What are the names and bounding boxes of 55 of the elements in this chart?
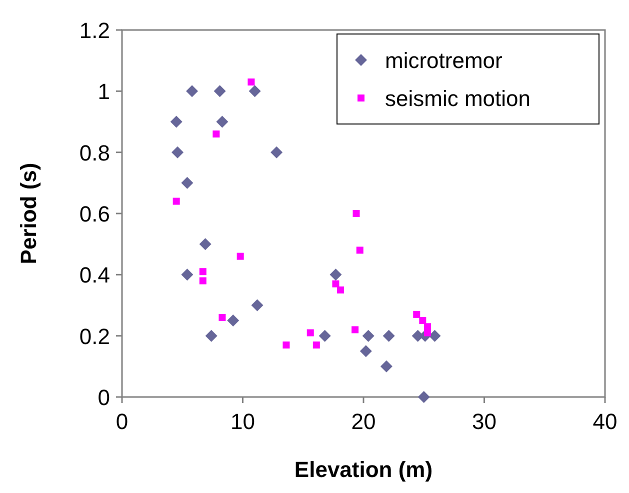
point bbox=[172, 198, 180, 205]
y-tick-label: 0.2 bbox=[79, 324, 110, 349]
y-tick-label: 0.8 bbox=[79, 140, 110, 166]
point bbox=[170, 116, 182, 128]
point bbox=[428, 330, 441, 342]
y-tick-label: 1 bbox=[98, 79, 110, 104]
point bbox=[181, 268, 194, 281]
point bbox=[199, 238, 212, 250]
point bbox=[181, 176, 194, 189]
point bbox=[318, 330, 331, 342]
point bbox=[380, 360, 392, 372]
y-axis-title: Period (s) bbox=[16, 162, 41, 264]
point bbox=[251, 299, 264, 312]
y-tick-label: 1.2 bbox=[79, 18, 110, 43]
point bbox=[199, 268, 206, 276]
point bbox=[270, 146, 283, 158]
point bbox=[248, 85, 261, 98]
point bbox=[214, 85, 226, 98]
point bbox=[199, 277, 206, 284]
point bbox=[172, 146, 184, 158]
point bbox=[424, 323, 431, 330]
point bbox=[419, 317, 426, 324]
point bbox=[218, 314, 226, 321]
point bbox=[312, 342, 320, 349]
point bbox=[282, 342, 290, 349]
x-axis-title: Elevation (m) bbox=[294, 457, 433, 482]
point bbox=[356, 246, 364, 254]
point bbox=[332, 280, 340, 288]
point bbox=[352, 210, 360, 217]
point bbox=[360, 345, 372, 358]
point bbox=[186, 85, 198, 98]
point bbox=[227, 314, 240, 327]
point bbox=[306, 329, 314, 336]
point bbox=[205, 330, 218, 342]
legend-label: microtremor bbox=[385, 48, 502, 73]
x-tick-label: 0 bbox=[116, 409, 128, 434]
point bbox=[382, 330, 395, 342]
y-tick-label: 0.4 bbox=[79, 262, 110, 288]
y-tick-label: 0 bbox=[98, 385, 110, 410]
point bbox=[362, 330, 374, 342]
point bbox=[236, 252, 244, 260]
x-tick-label: 30 bbox=[472, 409, 496, 434]
x-tick-label: 20 bbox=[351, 409, 376, 434]
point bbox=[212, 130, 220, 138]
y-tick-label: 0.6 bbox=[79, 202, 110, 226]
point bbox=[337, 286, 344, 294]
legend-label: seismic motion bbox=[385, 86, 530, 111]
point bbox=[413, 310, 420, 318]
point bbox=[330, 268, 342, 281]
x-tick-label: 10 bbox=[230, 409, 255, 434]
point bbox=[216, 116, 228, 128]
point bbox=[418, 391, 430, 403]
point bbox=[248, 78, 255, 86]
x-tick-label: 40 bbox=[592, 409, 618, 434]
point bbox=[352, 326, 359, 334]
